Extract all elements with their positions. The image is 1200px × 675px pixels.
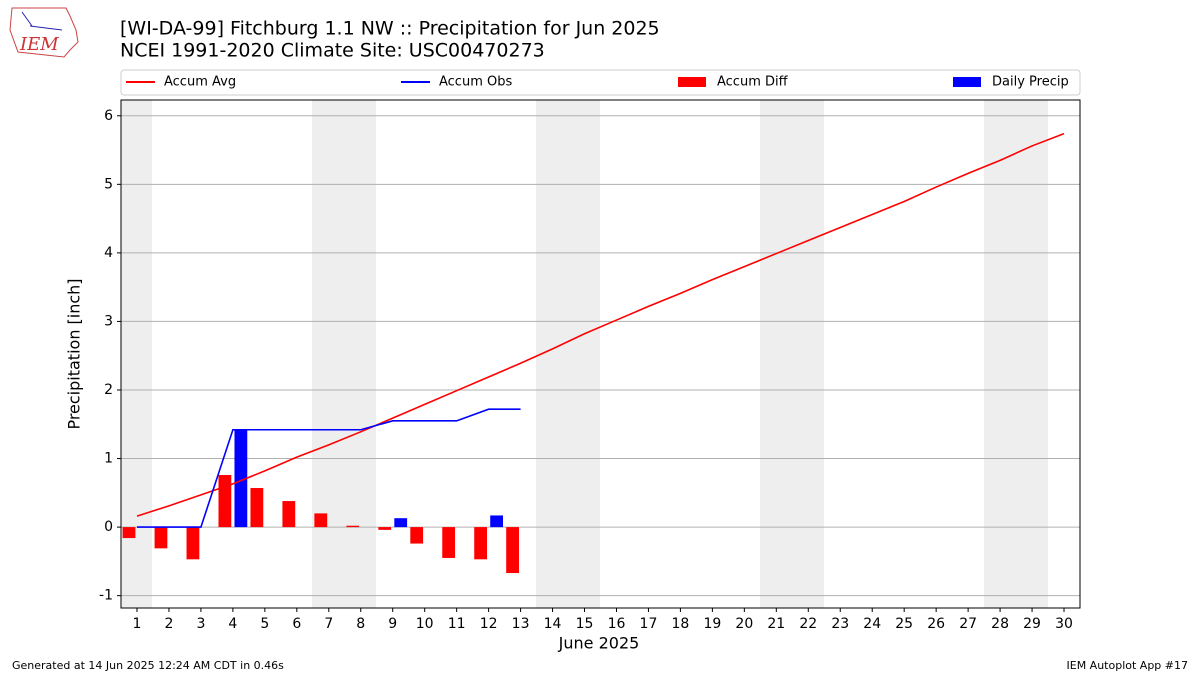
x-tick-label: 22 xyxy=(799,616,817,632)
x-tick-label: 15 xyxy=(576,616,594,632)
x-tick-label: 4 xyxy=(228,616,237,632)
x-tick-label: 16 xyxy=(608,616,626,632)
y-tick-label: 2 xyxy=(104,382,113,398)
x-tick-label: 30 xyxy=(1055,616,1073,632)
x-axis-label: June 2025 xyxy=(558,634,640,653)
y-tick-label: 5 xyxy=(104,176,113,192)
x-tick-label: 23 xyxy=(831,616,849,632)
line xyxy=(136,132,1065,517)
bar xyxy=(506,527,519,574)
x-tick-label: 12 xyxy=(480,616,498,632)
x-tick-label: 27 xyxy=(959,616,977,632)
y-tick-label: 4 xyxy=(104,245,113,261)
weekend-band xyxy=(984,100,1048,608)
plot xyxy=(121,115,1080,597)
x-tick-label: 29 xyxy=(1023,616,1041,632)
logo-outline xyxy=(9,7,79,58)
bar xyxy=(490,515,504,528)
y-tick-label: -1 xyxy=(99,588,113,604)
x-tick-label: 17 xyxy=(640,616,658,632)
x-tick-label: 11 xyxy=(448,616,466,632)
x-tick-label: 18 xyxy=(672,616,690,632)
x-tick-label: 3 xyxy=(196,616,205,632)
x-tick-label: 5 xyxy=(260,616,269,632)
x-tick-label: 25 xyxy=(895,616,913,632)
bar xyxy=(346,525,360,528)
x-tick-label: 8 xyxy=(356,616,365,632)
x-tick-label: 6 xyxy=(292,616,301,632)
legend-label: Daily Precip xyxy=(992,75,1069,90)
bar xyxy=(474,527,488,560)
y-tick-label: 3 xyxy=(104,313,113,329)
line xyxy=(136,408,521,528)
x-tick-label: 28 xyxy=(991,616,1009,632)
bar xyxy=(314,513,328,528)
bar xyxy=(250,488,264,528)
legend-label: Accum Obs xyxy=(439,75,512,90)
legend-swatch xyxy=(678,77,706,87)
x-tick-label: 1 xyxy=(133,616,142,632)
chart-subtitle: NCEI 1991-2020 Climate Site: USC00470273 xyxy=(120,40,545,62)
x-tick-label: 19 xyxy=(703,616,721,632)
logo-icon xyxy=(21,11,33,27)
x-tick-label: 14 xyxy=(544,616,562,632)
bar xyxy=(282,501,296,528)
x-tick-label: 2 xyxy=(164,616,173,632)
bar xyxy=(442,527,456,558)
weekend-band xyxy=(312,100,376,608)
x-tick-label: 7 xyxy=(324,616,333,632)
x-tick-label: 24 xyxy=(863,616,881,632)
logo-text: IEM xyxy=(19,34,59,55)
bar xyxy=(122,527,136,539)
legend-box xyxy=(120,69,1081,96)
plot-frame xyxy=(120,99,1081,609)
x-tick-label: 10 xyxy=(416,616,434,632)
bar xyxy=(218,475,232,528)
bar xyxy=(378,527,392,530)
x-tick-label: 9 xyxy=(388,616,397,632)
legend-label: Accum Avg xyxy=(164,75,236,90)
bar xyxy=(394,518,408,528)
weekend-band xyxy=(760,100,824,608)
x-tick-label: 26 xyxy=(927,616,945,632)
y-tick-label: 1 xyxy=(104,451,113,467)
bar xyxy=(410,527,424,544)
x-tick-label: 13 xyxy=(512,616,530,632)
bar xyxy=(154,527,168,549)
legend-swatch xyxy=(953,77,981,87)
y-axis-label: Precipitation [inch] xyxy=(65,278,84,429)
logo: IEM xyxy=(9,7,79,58)
footer-right: IEM Autoplot App #17 xyxy=(1067,659,1189,672)
bar xyxy=(234,429,248,528)
y-tick-label: 0 xyxy=(104,519,113,535)
weekend-band xyxy=(536,100,600,608)
x-tick-label: 20 xyxy=(735,616,753,632)
y-tick-label: 6 xyxy=(104,108,113,124)
weekend-shading xyxy=(121,100,1048,608)
chart-title: [WI-DA-99] Fitchburg 1.1 NW :: Precipita… xyxy=(120,18,660,40)
logo-icon xyxy=(29,25,63,31)
footer-left: Generated at 14 Jun 2025 12:24 AM CDT in… xyxy=(12,659,284,672)
x-tick-label: 21 xyxy=(767,616,785,632)
legend-label: Accum Diff xyxy=(717,75,789,90)
bar xyxy=(186,527,200,560)
